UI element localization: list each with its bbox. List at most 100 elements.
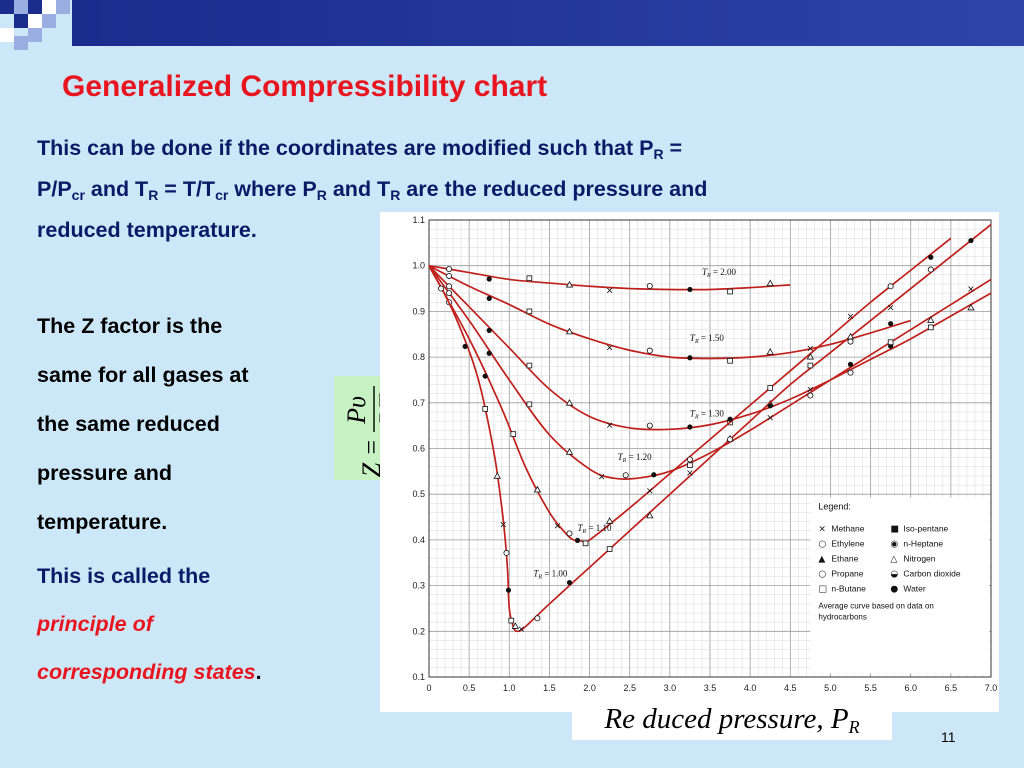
y-tick-label: 0.3 [412,581,425,591]
corner-decoration [0,0,70,50]
data-point [622,472,629,479]
intro-text: This can be done if the coordinates are … [37,136,654,160]
principle-text: principle of [37,612,153,636]
data-point [686,456,693,463]
x-axis-title-sub: R [848,717,860,737]
legend-marker: ■ [890,525,899,535]
x-tick-label: 7.0 [985,683,998,693]
series-line [428,237,952,544]
data-point [927,316,935,323]
z-factor-paragraph: The Z factor is the same for all gases a… [37,302,337,547]
data-point [606,546,613,552]
data-point [687,462,693,469]
data-point [526,308,533,315]
data-point [606,344,613,351]
x-tick-label: 1.0 [503,683,516,693]
legend-label: Ethane [831,554,858,564]
y-tick-label: 0.9 [412,306,425,316]
legend-label: Propane [831,569,863,579]
data-point [508,617,515,624]
legend-label: Ethylene [831,539,864,549]
data-point [928,254,934,260]
legend-label: Carbon dioxide [903,569,960,579]
compressibility-chart: 0 0.5 1.0 1.5 2.0 2.5 3.0 3.5 4.0 4.5 5.0 5.5 6.0 6.5… [380,212,999,712]
data-point [847,369,854,376]
data-point [566,580,573,586]
legend-label: n-Heptane [903,539,943,549]
data-point [887,304,894,311]
data-point [646,283,653,290]
legend-note: hydrocarbons [818,613,866,622]
data-point [967,303,975,311]
data-point [807,345,814,352]
legend-label: Iso-pentane [903,524,948,534]
data-point [565,448,574,455]
data-point [606,287,613,294]
x-tick-label: 6.5 [945,683,958,693]
intro-sub: R [148,187,159,203]
legend-marker: ▲ [818,555,825,565]
data-point [767,385,774,391]
body-line: temperature. [37,510,168,534]
data-point [493,472,501,479]
data-point [651,472,657,478]
legend-title: Legend: [818,502,851,512]
data-point [806,352,815,360]
x-tick-label: 1.5 [543,683,556,693]
data-point [486,295,492,302]
data-point [968,237,974,244]
data-point [511,622,519,629]
data-point [968,286,974,292]
intro-text: = [663,136,683,160]
data-point [503,549,510,556]
curve-label: TR = 1.20 [618,452,653,464]
y-tick-label: 1.1 [412,215,425,225]
equation-numerator: Pυ [342,396,371,425]
x-tick-label: 5.5 [864,683,877,693]
data-point [766,279,774,287]
data-point [574,537,581,543]
y-tick-label: 0.6 [412,444,425,454]
x-tick-label: 3.0 [664,683,677,693]
x-axis-title: Re duced pressure, PR [572,700,892,740]
body-line: same for all gases at [37,363,249,387]
intro-sub: R [653,146,664,162]
data-point [847,361,854,367]
legend-background [810,497,989,673]
data-point [888,321,894,327]
data-point [526,275,533,282]
data-point [766,347,774,355]
data-point [446,283,453,290]
data-point [554,523,561,529]
curve-label: TR = 1.30 [690,409,725,421]
data-point [887,339,894,346]
data-point [727,288,733,295]
data-point [927,324,934,331]
data-point [482,373,488,379]
data-point [687,355,693,361]
data-point [927,266,934,273]
x-tick-label: 2.0 [583,683,596,693]
body-line: the same reduced [37,412,220,436]
data-point [518,626,525,632]
slide-title: Generalized Compressibility chart [62,70,548,103]
x-axis-title-main: Re duced pressure, P [604,703,849,735]
data-point [482,406,489,412]
legend-marker: ◉ [890,540,898,550]
data-point [646,347,653,354]
x-tick-label: 2.5 [623,683,636,693]
intro-sub: cr [215,187,229,203]
data-point [807,362,814,369]
data-point [438,285,445,292]
legend-label: Water [903,584,926,594]
series-line [428,265,992,431]
legend-label: Methane [831,524,864,534]
data-point [727,416,733,422]
body-line: pressure and [37,461,173,485]
data-point [887,283,894,290]
data-point [446,272,453,279]
period: . [255,660,262,684]
intro-text: and T [84,177,149,201]
data-point [606,422,613,428]
legend-label: n-Butane [831,584,866,594]
